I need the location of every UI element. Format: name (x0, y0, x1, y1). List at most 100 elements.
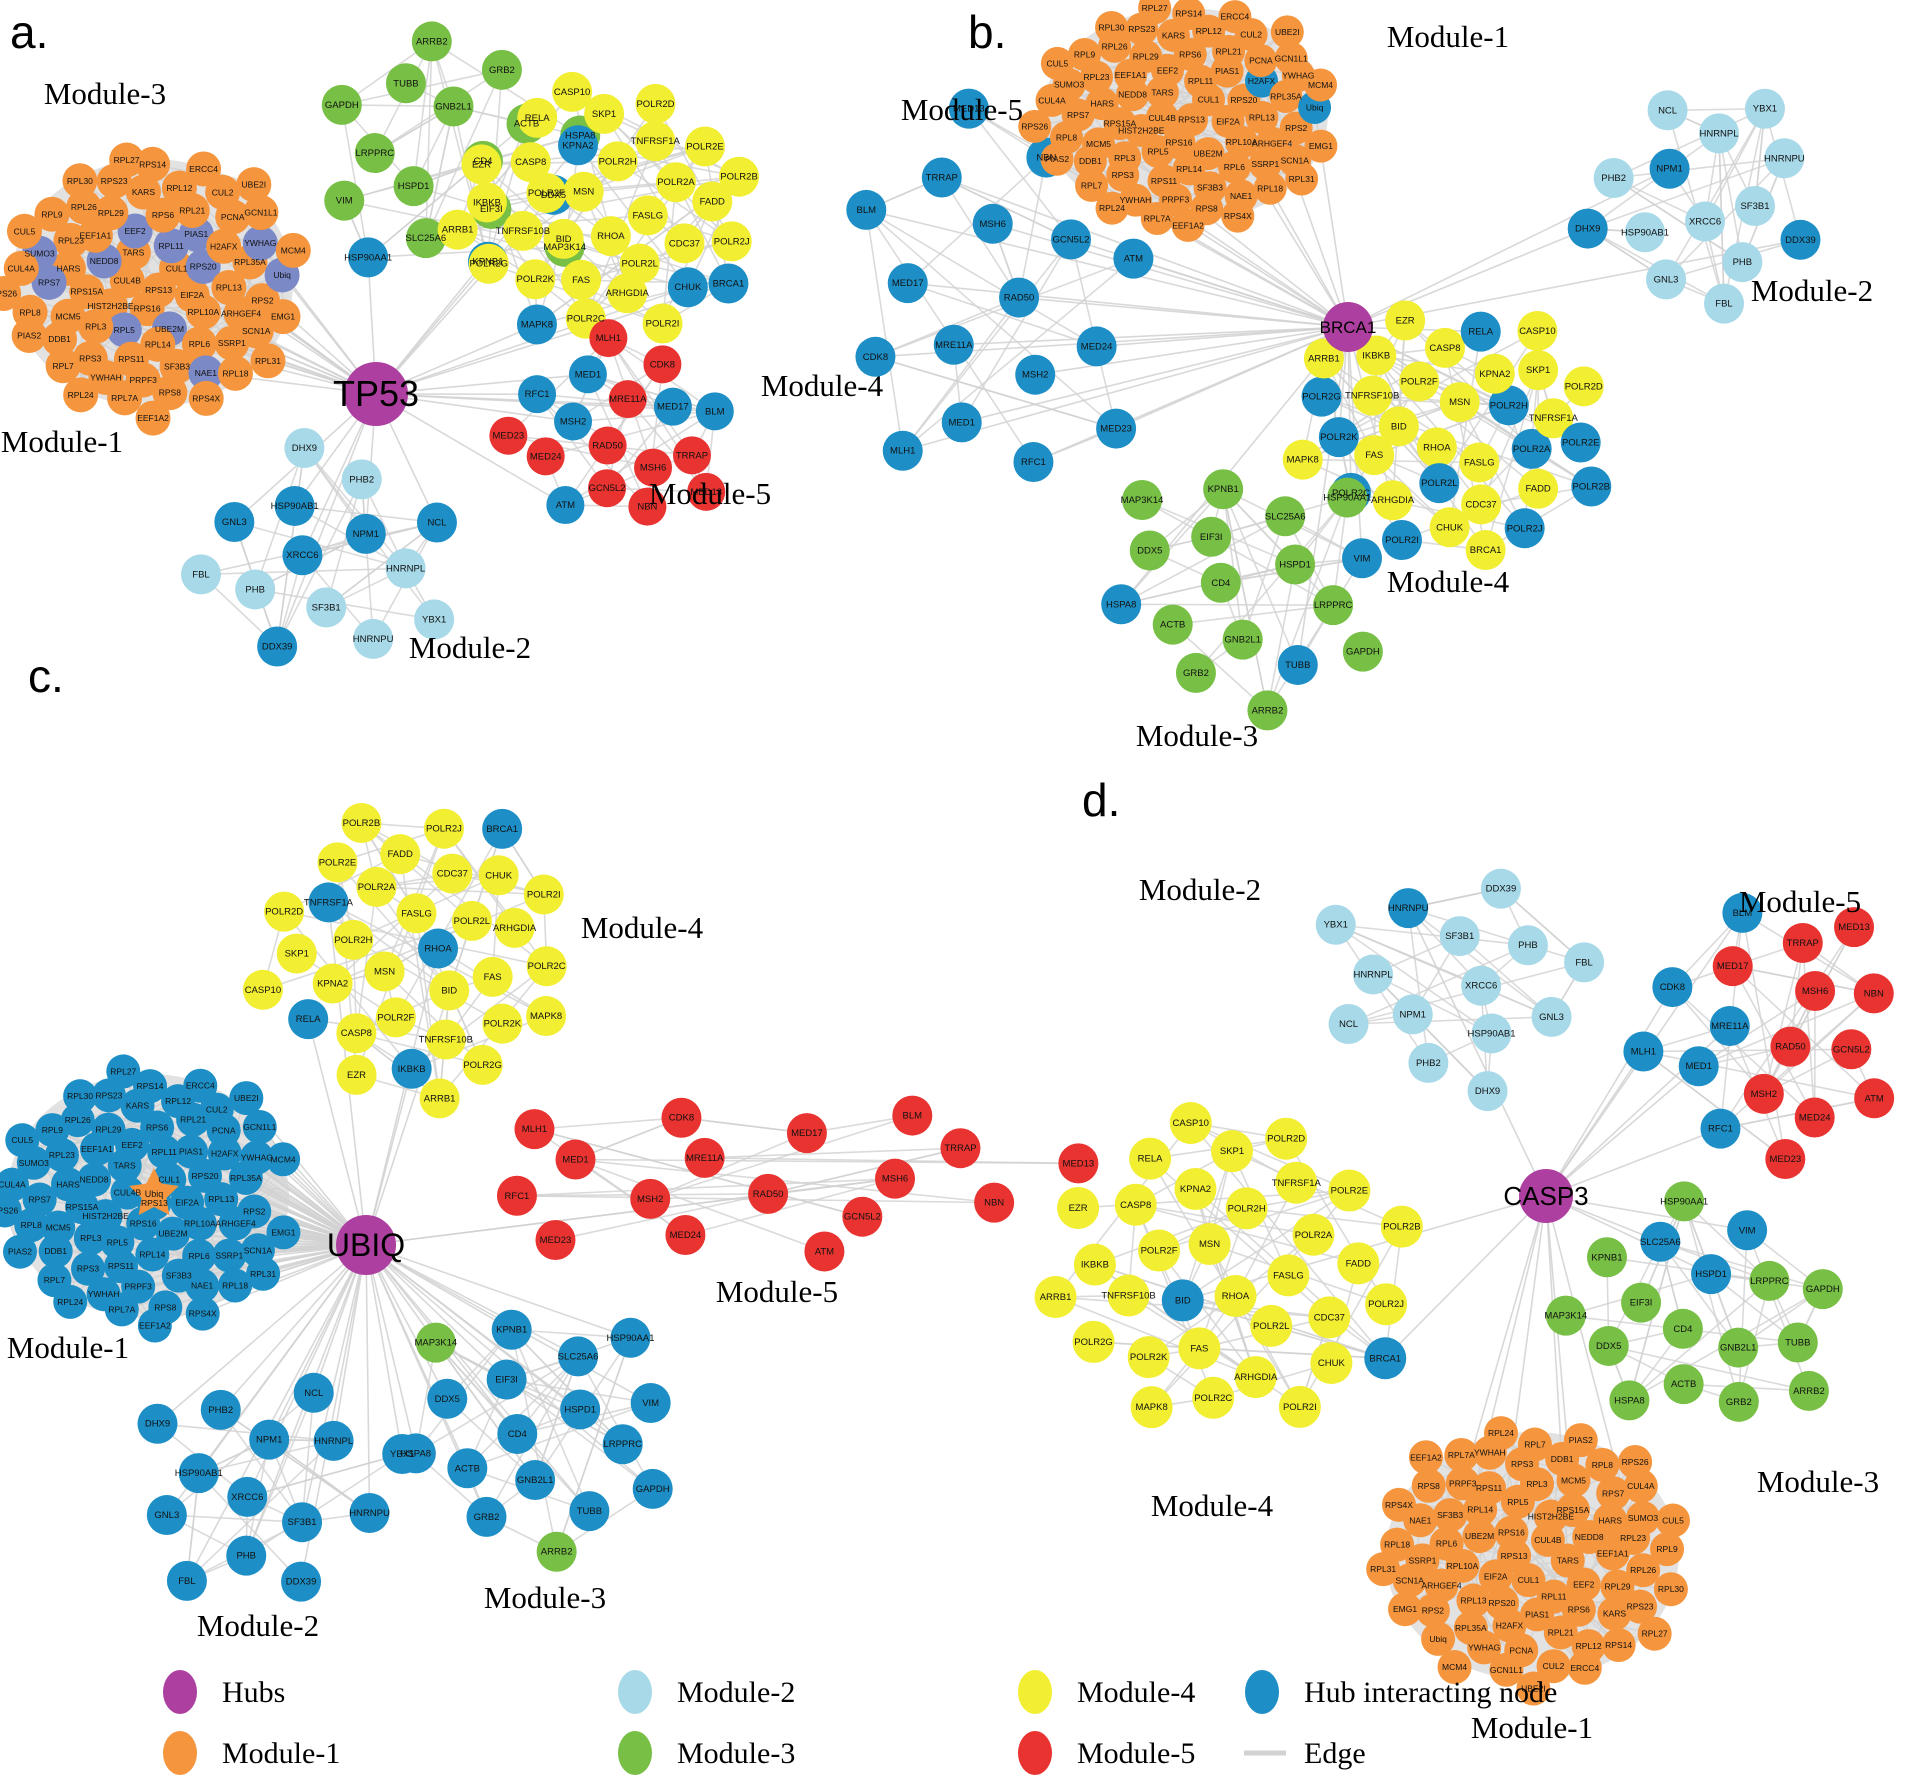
node-POLR2I (1278, 1385, 1321, 1428)
node-label: PRPF3 (129, 375, 157, 385)
node-label: LRPPRC (1750, 1276, 1789, 1287)
node-NCL (1647, 90, 1688, 131)
node-label: ARRB2 (416, 36, 448, 47)
node-label: LRPPRC (356, 148, 395, 159)
node-label: LRPPRC (603, 1439, 642, 1450)
node-label: RPL29 (98, 208, 124, 218)
node-CDK8 (643, 345, 682, 384)
node-label: Ubiq (1306, 102, 1324, 112)
node-RPL24 (53, 1284, 88, 1319)
node-POLR2G (468, 243, 509, 284)
node-label: TUBB (393, 78, 418, 89)
node-label: CDK8 (669, 1113, 694, 1124)
edge (907, 282, 1097, 348)
node-RPS3 (71, 1251, 106, 1286)
node-RELA (1129, 1137, 1172, 1180)
node-label: VIM (1739, 1225, 1756, 1236)
node-GNL3 (1646, 259, 1687, 300)
node-label: RPL8 (21, 1220, 43, 1230)
node-label: RPL29 (1604, 1582, 1630, 1592)
node-label: SSRP1 (215, 1250, 243, 1260)
node-POLR2D (1265, 1117, 1308, 1160)
node-RPS3 (1106, 158, 1140, 192)
node-NPM1 (345, 513, 386, 554)
node-HNRNPU (353, 618, 394, 659)
node-RPL31 (1285, 162, 1319, 196)
node-TUBB (1277, 644, 1318, 685)
node-RPS14 (1172, 0, 1206, 31)
node-label: RELA (525, 113, 550, 124)
node-label: RAD50 (1775, 1042, 1806, 1053)
node-label: RPL27 (1142, 3, 1168, 13)
node-label: POLR2G (1074, 1337, 1113, 1348)
node-label: BLM (903, 1111, 923, 1122)
node-label: NEDD8 (1118, 90, 1147, 100)
node-label: FAS (1365, 450, 1383, 461)
node-label: POLR2G (463, 1060, 502, 1071)
node-label: NAE1 (191, 1281, 213, 1291)
node-POLR2H (1488, 385, 1529, 426)
node-label: XRCC6 (231, 1492, 263, 1503)
node-MED1 (941, 402, 982, 443)
node-RPL7 (1075, 168, 1109, 202)
edge (375, 886, 450, 991)
edge (341, 104, 369, 258)
legend-item-module-5: Module-5 (1018, 1731, 1195, 1775)
node-RPL18 (1253, 171, 1287, 205)
panel-c: c. RHOA MSN FASLG BID POLR2H POLR2L POLR2F POLR2… (0, 650, 1099, 1643)
node-MRE11A (684, 1137, 725, 1178)
node-RPS26 (0, 275, 22, 311)
node-label: UBE2I (234, 1093, 259, 1103)
node-label: DDB1 (1551, 1454, 1574, 1464)
node-DDX5 (1588, 1325, 1629, 1366)
edge (1222, 489, 1244, 640)
node-EZR (336, 1054, 377, 1095)
node-label: RPS14 (137, 1081, 164, 1091)
node-MED1 (555, 1139, 596, 1180)
node-label: NBN (984, 1198, 1004, 1209)
node-RPL27 (109, 142, 145, 178)
hub-edge (1545, 1065, 1700, 1197)
node-label: CASP10 (245, 985, 281, 996)
node-UBE2I (1516, 1671, 1551, 1706)
node-POLR2F (1138, 1229, 1181, 1272)
panel-letter-a: a. (10, 6, 48, 58)
node-label: RPL9 (1074, 50, 1096, 60)
node-label: SKP1 (285, 949, 309, 960)
node-label: MED17 (1717, 961, 1749, 972)
node-label: MAP3K14 (1544, 1311, 1587, 1322)
node-HSP90AB1 (1471, 1013, 1512, 1054)
node-label: CASP8 (341, 1028, 372, 1039)
node-label: EEF1A2 (1410, 1452, 1442, 1462)
node-label: RPL26 (1102, 41, 1128, 51)
edge (555, 1337, 632, 1553)
node-label: UBE2I (242, 180, 267, 190)
edge (865, 209, 1117, 430)
node-label: MED24 (1081, 341, 1113, 352)
node-label: FADD (700, 196, 725, 207)
node-label: EEF1A1 (81, 1144, 113, 1154)
node-RPL13 (1245, 100, 1279, 134)
legend-label: Hubs (222, 1676, 285, 1709)
node-label: CDK8 (863, 352, 888, 363)
node-label: PIAS1 (179, 1147, 203, 1157)
node-label: RPL5 (1507, 1497, 1529, 1507)
node-label: RPS3 (1112, 170, 1134, 180)
node-HNRNPU (349, 1492, 390, 1533)
node-label: RPS23 (101, 176, 128, 186)
node-label: RPS15A (70, 287, 103, 297)
node-label: RPL7 (44, 1275, 66, 1285)
node-label: RFC1 (1021, 457, 1046, 468)
node-label: MSH2 (637, 1194, 663, 1205)
node-label: RPL11 (1188, 76, 1214, 86)
node-label: KPNB1 (1208, 484, 1239, 495)
node-label: KARS (132, 187, 155, 197)
node-label: MED1 (1685, 1061, 1711, 1072)
node-label: PHB (1518, 940, 1538, 951)
node-label: RPS2 (1422, 1606, 1444, 1616)
node-label: RPL9 (41, 209, 63, 219)
node-label: SUMO3 (19, 1158, 50, 1168)
node-label: RPL12 (1196, 26, 1222, 36)
edge (1683, 1201, 1740, 1403)
node-label: FBL (1575, 957, 1592, 968)
